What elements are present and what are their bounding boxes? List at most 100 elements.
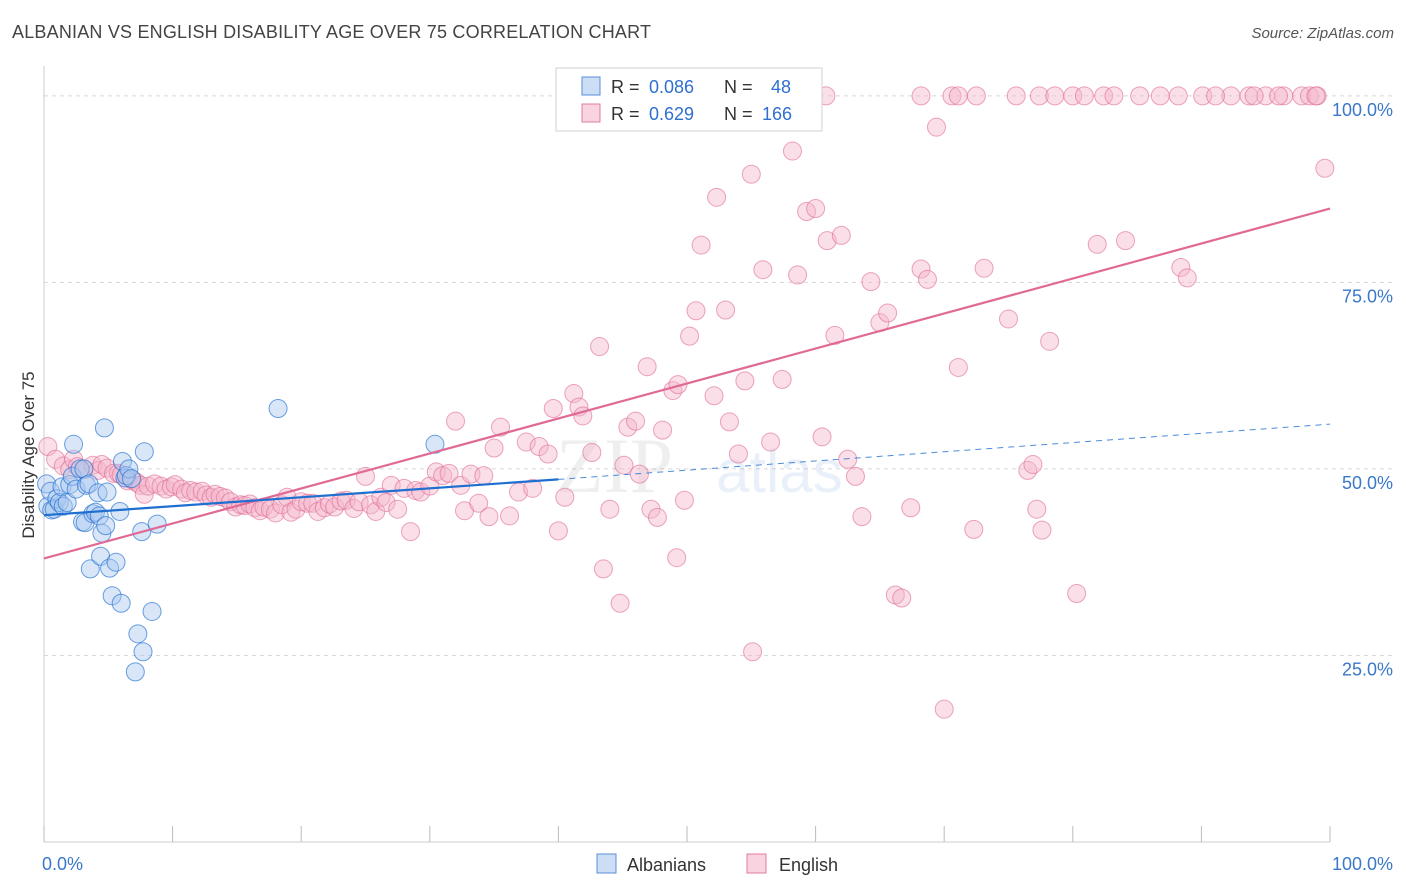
data-point-english: [469, 493, 489, 513]
legend-albanians-r-value: 0.086: [649, 77, 694, 97]
legend-albanians-n-label: N =: [724, 77, 753, 97]
axis-labels: 25.0% 50.0% 75.0% 100.0% 0.0% 100.0% Disabilit…: [19, 100, 1393, 874]
data-point-albanians: [125, 662, 145, 682]
data-point-albanians: [111, 593, 131, 613]
data-point-english: [610, 593, 630, 613]
data-point-albanians: [268, 398, 288, 418]
watermark: ZIP atlas: [556, 422, 843, 509]
data-point-english: [484, 438, 504, 458]
data-point-albanians: [106, 552, 126, 572]
data-point-english: [593, 559, 613, 579]
data-point-english: [735, 371, 755, 391]
data-point-albanians: [97, 482, 117, 502]
data-point-english: [806, 199, 826, 219]
data-point-english: [548, 521, 568, 541]
data-point-english: [1029, 86, 1049, 106]
y-axis-title: Disability Age Over 75: [19, 371, 38, 538]
data-point-english: [376, 493, 396, 512]
data-point-english: [1130, 86, 1150, 106]
data-point-albanians: [121, 469, 141, 489]
data-point-english: [1150, 86, 1170, 106]
data-point-english: [878, 303, 898, 323]
data-point-english: [999, 309, 1018, 329]
data-point-albanians: [52, 477, 72, 497]
data-point-albanians: [94, 418, 114, 438]
grid-lines: [44, 95, 1392, 656]
bottom-legend-albanians-label: Albanians: [627, 855, 706, 875]
data-point-albanians: [142, 601, 162, 621]
data-point-albanians: [96, 516, 116, 536]
data-point-english: [1244, 86, 1264, 106]
data-point-albanians: [49, 493, 69, 512]
data-point-english: [964, 519, 984, 539]
data-point-english: [948, 357, 968, 377]
english-points: [38, 86, 1335, 719]
data-point-english: [1027, 499, 1047, 519]
data-point-english: [743, 642, 763, 662]
data-point-english: [491, 417, 511, 437]
data-point-english: [838, 449, 858, 469]
data-point-english: [626, 411, 646, 431]
data-point-albanians: [62, 466, 82, 486]
legend-english-n-value: 166: [762, 104, 792, 124]
legend-english-r-value: 0.629: [649, 104, 694, 124]
data-point-albanians: [112, 451, 132, 471]
data-point-english: [1116, 231, 1136, 251]
y-tick-label: 100.0%: [1332, 100, 1393, 120]
data-point-albanians: [128, 624, 148, 644]
data-point-english: [1045, 86, 1065, 106]
data-point-english: [446, 411, 466, 431]
data-point-english: [1269, 86, 1289, 106]
data-point-english: [1104, 86, 1124, 106]
data-point-english: [1239, 86, 1259, 106]
data-point-albanians: [53, 496, 73, 516]
data-point-english: [942, 86, 962, 106]
data-point-english: [772, 369, 792, 389]
data-point-english: [629, 464, 649, 484]
data-point-english: [281, 502, 301, 522]
top-legend: R = 0.086 N = 48 R = 0.629 N = 166: [555, 67, 823, 132]
data-point-albanians: [134, 442, 154, 462]
data-point-english: [647, 507, 667, 527]
data-point-english: [1315, 158, 1335, 178]
data-point-english: [500, 506, 520, 526]
data-point-english: [401, 522, 421, 542]
data-point-english: [845, 466, 865, 486]
data-point-albanians: [74, 459, 94, 479]
data-point-english: [1206, 86, 1226, 106]
source-label: Source: ZipAtlas.com: [1251, 25, 1394, 42]
data-point-english: [674, 490, 694, 510]
data-point-english: [761, 432, 781, 452]
data-point-english: [653, 420, 673, 440]
data-point-english: [741, 164, 761, 184]
data-point-english: [926, 117, 946, 137]
bottom-legend-english-label: English: [779, 855, 838, 875]
data-point-albanians: [66, 479, 86, 499]
data-point-english: [719, 412, 739, 432]
data-point-english: [1018, 460, 1038, 480]
data-point-english: [753, 260, 773, 280]
data-point-english: [250, 501, 270, 521]
data-point-english: [538, 444, 558, 464]
legend-albanians-n-value: 48: [771, 77, 791, 97]
trend-extension-albanians: [558, 423, 1331, 480]
data-point-english: [704, 386, 724, 406]
data-point-english: [590, 337, 610, 357]
data-point-english: [948, 86, 968, 106]
data-point-english: [817, 231, 837, 251]
data-point-english: [1074, 86, 1094, 106]
data-point-english: [1063, 86, 1083, 106]
data-point-english: [782, 141, 802, 161]
data-point-english: [1067, 584, 1087, 604]
data-point-english: [680, 326, 700, 346]
legend-english-r-label: R =: [611, 104, 640, 124]
data-point-english: [1032, 520, 1052, 540]
data-point-english: [439, 463, 459, 483]
trend-lines: [43, 207, 1331, 560]
data-point-english: [1292, 86, 1312, 106]
legend-albanians-r-label: R =: [611, 77, 640, 97]
data-point-albanians: [64, 434, 84, 454]
data-point-english: [892, 588, 912, 608]
data-point-english: [474, 466, 494, 486]
